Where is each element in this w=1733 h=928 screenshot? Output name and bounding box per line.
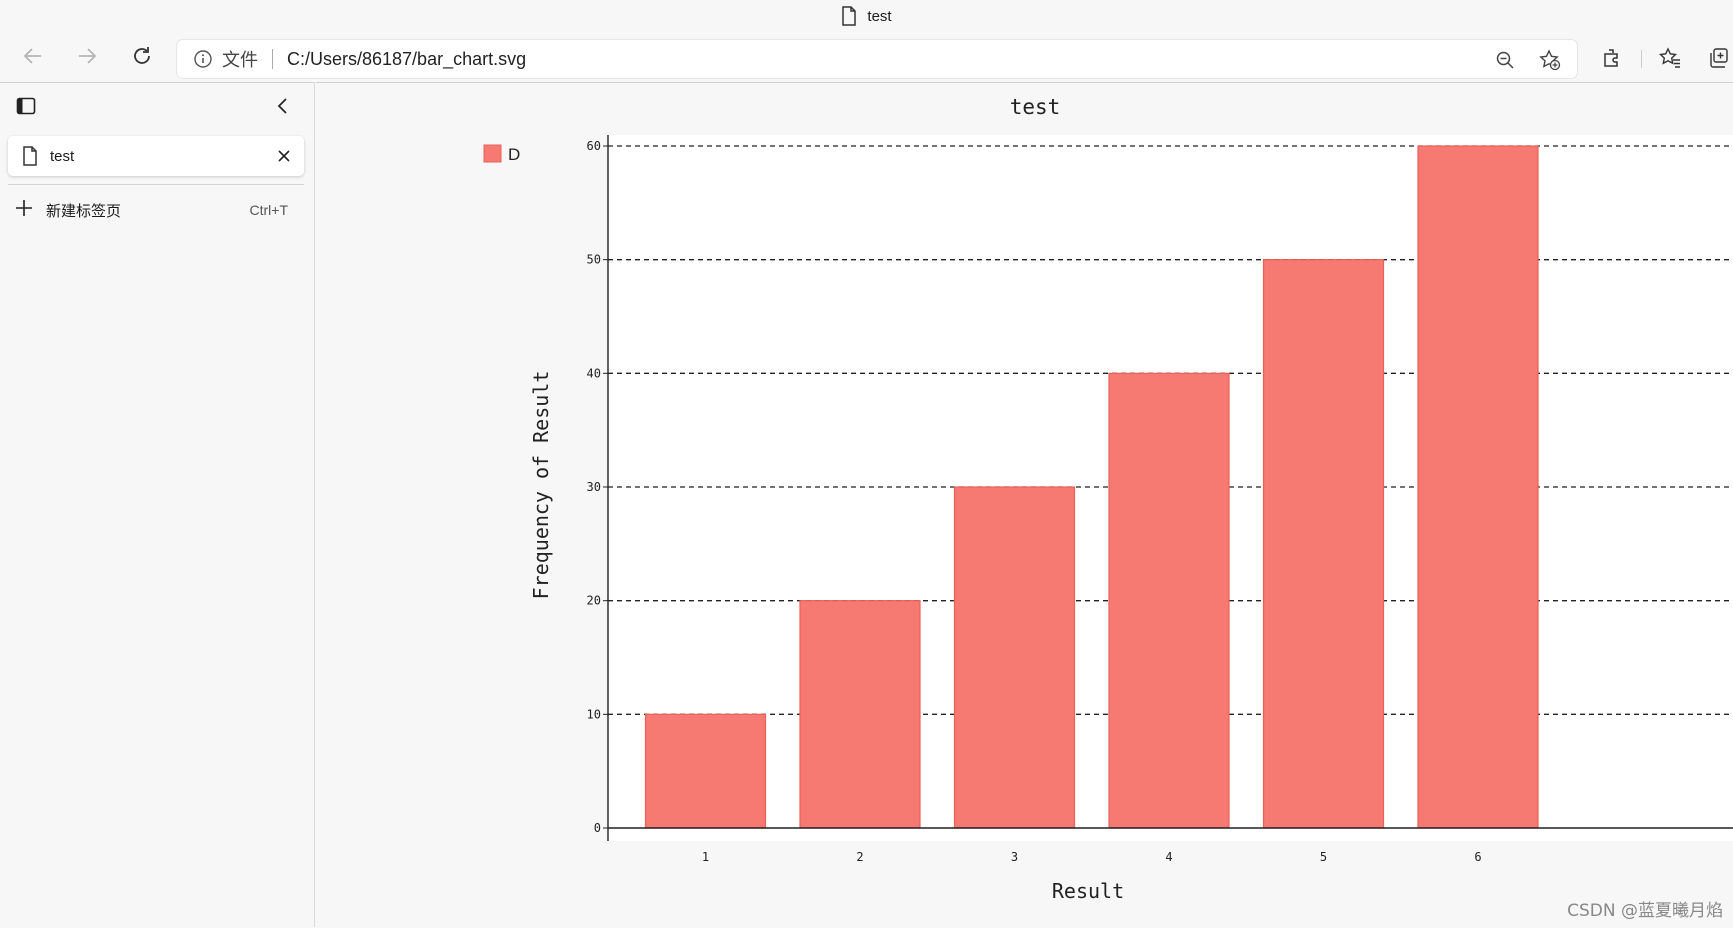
- y-tick-label-10: 10: [587, 707, 601, 721]
- toolbar-separator: [1641, 50, 1642, 68]
- document-icon: [841, 6, 857, 26]
- scheme-label: 文件: [222, 46, 258, 72]
- bar-1: [646, 714, 766, 828]
- vertical-tabs-sidebar: test 新建标签页 Ctrl+T: [0, 82, 315, 927]
- address-bar[interactable]: 文件 C:/Users/86187/bar_chart.svg: [177, 40, 1577, 78]
- window-title: test: [867, 8, 891, 25]
- x-tick-label-5: 5: [1320, 850, 1327, 864]
- bar-3: [955, 487, 1075, 828]
- x-tick-label-3: 3: [1011, 850, 1018, 864]
- new-tab-shortcut: Ctrl+T: [250, 202, 289, 218]
- tab-label: test: [50, 148, 74, 165]
- x-tick-label-4: 4: [1165, 850, 1172, 864]
- url-text[interactable]: C:/Users/86187/bar_chart.svg: [287, 49, 526, 70]
- y-tick-label-60: 60: [587, 139, 601, 153]
- forward-arrow-icon: [76, 45, 98, 72]
- y-tick-label-50: 50: [587, 253, 601, 267]
- bar-4: [1109, 373, 1229, 828]
- legend-swatch-d: [484, 145, 501, 162]
- zoom-out-icon[interactable]: [1494, 49, 1516, 71]
- back-button[interactable]: [17, 42, 49, 74]
- window-titlebar: test: [0, 0, 1733, 32]
- sidebar-tab-test[interactable]: test: [8, 136, 304, 176]
- bar-chart: 0 10 20 30 40 50 60 1 2 3 4 5 6 test Result Frequen…: [316, 83, 1733, 928]
- bar-5: [1264, 260, 1384, 828]
- new-tab-button[interactable]: 新建标签页 Ctrl+T: [14, 195, 304, 225]
- plus-icon: [14, 198, 34, 222]
- legend: D: [484, 145, 520, 164]
- x-axis-label: Result: [1052, 879, 1124, 903]
- collapse-chevron-icon[interactable]: [276, 96, 290, 121]
- y-tick-label-0: 0: [594, 821, 601, 835]
- y-tick-label-30: 30: [587, 480, 601, 494]
- collections-icon[interactable]: [1707, 46, 1731, 70]
- close-icon[interactable]: [274, 146, 294, 166]
- bar-2: [800, 601, 920, 828]
- bar-6: [1418, 146, 1538, 828]
- sidebar-divider: [8, 184, 304, 185]
- x-tick-label-1: 1: [702, 850, 709, 864]
- y-tick-label-20: 20: [587, 594, 601, 608]
- address-separator: [272, 49, 273, 69]
- watermark: CSDN @蓝夏曦月焰: [1567, 896, 1723, 921]
- x-tick-label-2: 2: [856, 850, 863, 864]
- y-tick-label-40: 40: [587, 366, 601, 380]
- refresh-icon: [131, 45, 153, 72]
- legend-label-d: D: [508, 145, 520, 164]
- add-favorite-icon[interactable]: [1539, 49, 1561, 71]
- document-icon: [22, 146, 38, 166]
- browser-toolbar: 文件 C:/Users/86187/bar_chart.svg: [0, 32, 1733, 82]
- chart-title: test: [1010, 95, 1061, 119]
- forward-button[interactable]: [71, 42, 103, 74]
- new-tab-label: 新建标签页: [46, 200, 121, 221]
- info-icon[interactable]: [193, 49, 213, 69]
- y-axis-label: Frequency of Result: [529, 371, 553, 600]
- x-tick-label-6: 6: [1474, 850, 1481, 864]
- page-content: 0 10 20 30 40 50 60 1 2 3 4 5 6 test Result Frequen…: [316, 82, 1733, 927]
- sidebar-header: [0, 83, 315, 128]
- sidebar-panel-icon[interactable]: [16, 97, 36, 120]
- favorites-icon[interactable]: [1658, 46, 1682, 70]
- back-arrow-icon: [22, 45, 44, 72]
- refresh-button[interactable]: [126, 42, 158, 74]
- extensions-icon[interactable]: [1600, 46, 1624, 70]
